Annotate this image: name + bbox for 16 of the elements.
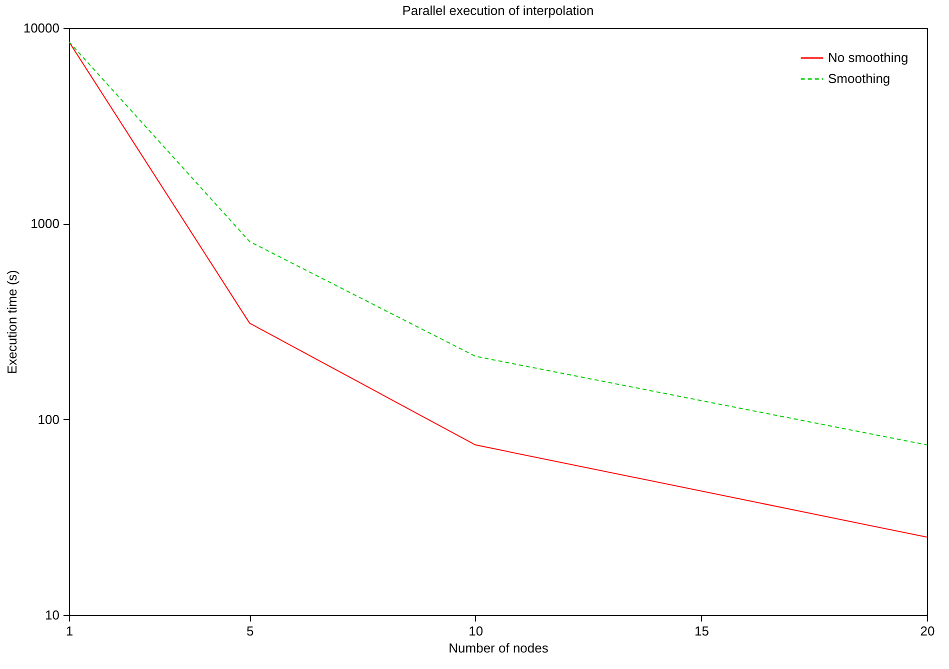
y-axis-title: Execution time (s) <box>4 270 20 374</box>
y-tick-label: 100 <box>38 412 60 427</box>
x-axis-title: Number of nodes <box>448 640 549 656</box>
y-tick-label: 10000 <box>23 20 60 36</box>
legend-label: No smoothing <box>828 50 908 65</box>
x-tick-label: 20 <box>920 624 935 638</box>
legend-label: Smoothing <box>828 71 890 86</box>
line-series <box>69 41 927 538</box>
x-tick-label: 10 <box>468 624 484 638</box>
y-tick-label: 1000 <box>30 216 60 232</box>
x-tick-label: 1 <box>66 624 74 638</box>
line-series <box>69 41 927 446</box>
y-tick-label: 10 <box>45 608 60 622</box>
x-tick-label: 5 <box>246 624 254 638</box>
x-tick-label: 15 <box>694 624 709 638</box>
chart-title: Parallel execution of interpolation <box>402 3 594 18</box>
